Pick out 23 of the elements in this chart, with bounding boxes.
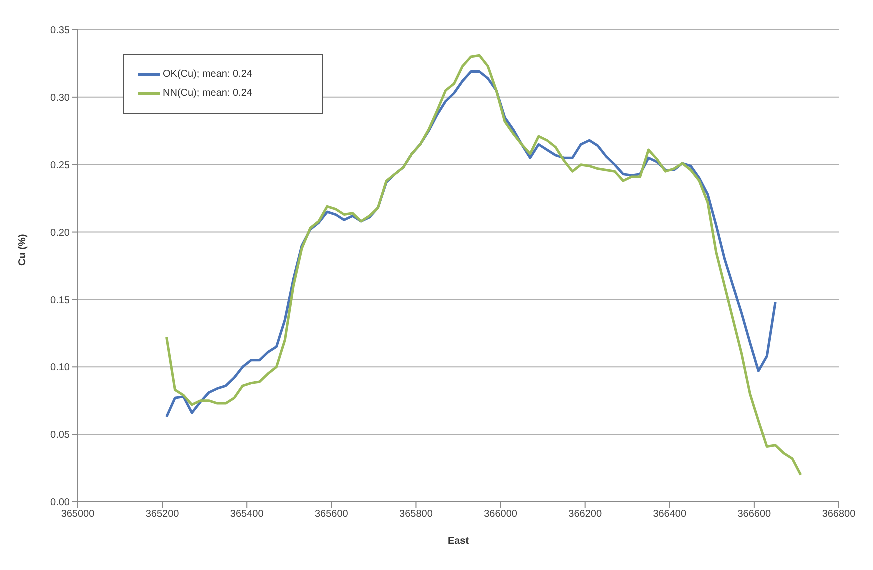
- x-axis-title: East: [448, 536, 470, 547]
- legend-label: OK(Cu); mean: 0.24: [163, 69, 252, 80]
- line-series: [166, 54, 802, 476]
- x-tick-label: 365800: [400, 509, 434, 520]
- x-tick-label: 366400: [653, 509, 688, 520]
- x-tick-label: 365200: [146, 509, 180, 520]
- y-tick-label: 0.05: [50, 430, 70, 442]
- y-tick-label: 0.10: [50, 362, 70, 374]
- y-tick-label: 0.30: [50, 92, 70, 104]
- y-tick-label: 0.20: [50, 228, 70, 239]
- x-tick-label: 366000: [484, 509, 518, 520]
- x-tick-label: 365000: [61, 509, 96, 520]
- x-tick-label: 366800: [822, 509, 856, 520]
- x-tick-label: 366600: [738, 509, 772, 520]
- y-tick-label: 0.00: [50, 498, 70, 509]
- y-tick-label: 0.35: [50, 26, 70, 37]
- x-tick-label: 365600: [314, 509, 349, 520]
- legend-label: NN(Cu); mean: 0.24: [163, 88, 252, 99]
- y-tick-label: 0.25: [50, 160, 70, 172]
- y-tick-label: 0.15: [50, 295, 70, 306]
- y-axis-title: Cu (%): [18, 234, 29, 266]
- x-tick-label: 366200: [568, 509, 602, 520]
- x-tick-label: 365400: [230, 509, 264, 520]
